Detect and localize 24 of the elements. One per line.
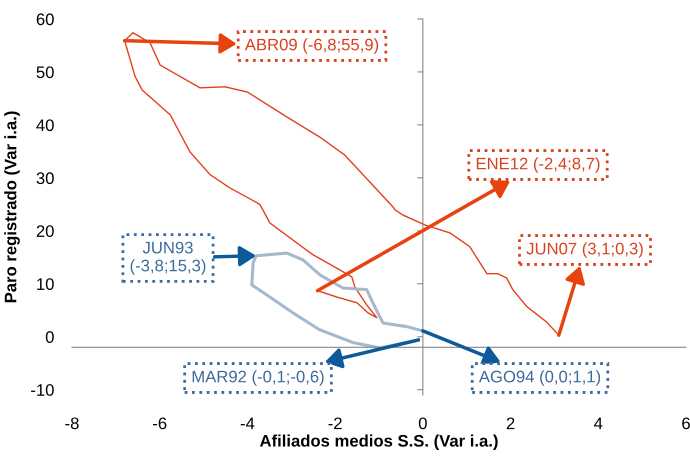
- x-tick-label: -8: [65, 417, 79, 430]
- x-axis-title: Afiliados medios S.S. (Var i.a.): [260, 434, 498, 450]
- y-axis-title: Paro registrado (Var i.a.): [4, 111, 20, 302]
- x-tick-label: -6: [153, 417, 166, 430]
- annotation: ABR09 (-6,8;55,9): [244, 38, 378, 54]
- x-tick-label: 4: [594, 418, 602, 430]
- x-tick-label: 6: [682, 417, 690, 430]
- annotation: JUN93 (-3,8;15,3): [130, 242, 206, 275]
- y-tick-label: 30: [36, 172, 54, 184]
- y-tick-label: 60: [36, 13, 54, 26]
- x-tick-label: -2: [328, 417, 342, 430]
- x-tick-label: 2: [506, 417, 514, 430]
- y-tick-label: 0: [46, 331, 54, 343]
- y-tick-label: 20: [36, 225, 54, 238]
- annotation: ENE12 (-2,4;8,7): [476, 157, 600, 173]
- y-tick-label: 50: [36, 66, 54, 78]
- y-tick-label: -10: [31, 384, 54, 396]
- x-tick-label: 0: [418, 417, 427, 430]
- y-tick-label: 10: [37, 278, 54, 290]
- annotation: AGO94 (0,0;1,1): [478, 370, 600, 386]
- annotation: JUN07 (3,1;0,3): [526, 242, 643, 258]
- annotation: MAR92 (-0,1;-0,6): [192, 370, 324, 386]
- x-tick-label: -4: [240, 418, 254, 430]
- y-tick-label: 40: [36, 119, 54, 132]
